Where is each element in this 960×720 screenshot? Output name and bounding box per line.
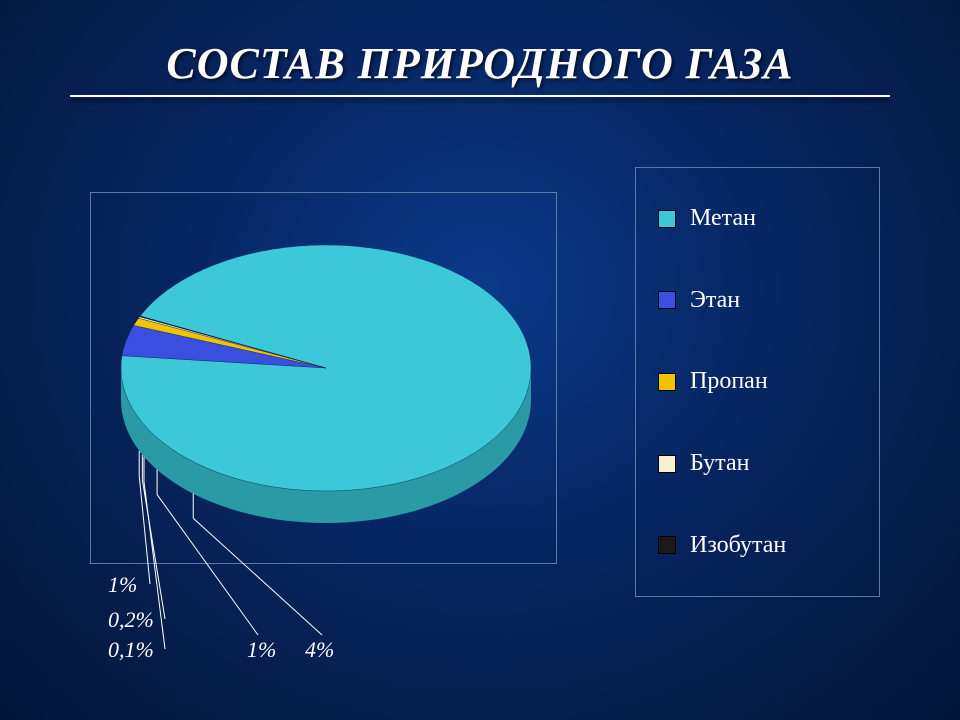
legend-item: Этан xyxy=(636,287,879,314)
data-label: 1% xyxy=(108,572,137,598)
legend-swatch xyxy=(658,210,676,228)
legend-label: Метан xyxy=(690,205,756,232)
legend-item: Бутан xyxy=(636,450,879,477)
legend-swatch xyxy=(658,455,676,473)
legend-swatch xyxy=(658,373,676,391)
data-label: 0,1% xyxy=(108,637,154,663)
data-label: 1% xyxy=(247,637,276,663)
legend-swatch xyxy=(658,536,676,554)
legend-label: Изобутан xyxy=(690,532,786,559)
page-title: СОСТАВ ПРИРОДНОГО ГАЗА xyxy=(0,0,960,89)
legend-label: Этан xyxy=(690,287,740,314)
data-label: 0,2% xyxy=(108,607,154,633)
legend-item: Пропан xyxy=(636,368,879,395)
legend-container: Метан Этан Пропан Бутан Изобутан xyxy=(635,167,880,597)
content-area: 4% 1% 0,1% 0,2% 1% МетанЭтанПропанБутанИ… xyxy=(0,97,960,657)
data-label: 4% xyxy=(305,637,334,663)
legend-label: Бутан xyxy=(690,450,749,477)
legend-item: Изобутан xyxy=(636,532,879,559)
chart-container xyxy=(90,192,557,564)
legend-label: Пропан xyxy=(690,368,768,395)
legend-swatch xyxy=(658,291,676,309)
legend-item: Метан xyxy=(636,205,879,232)
pie-chart xyxy=(91,193,556,563)
